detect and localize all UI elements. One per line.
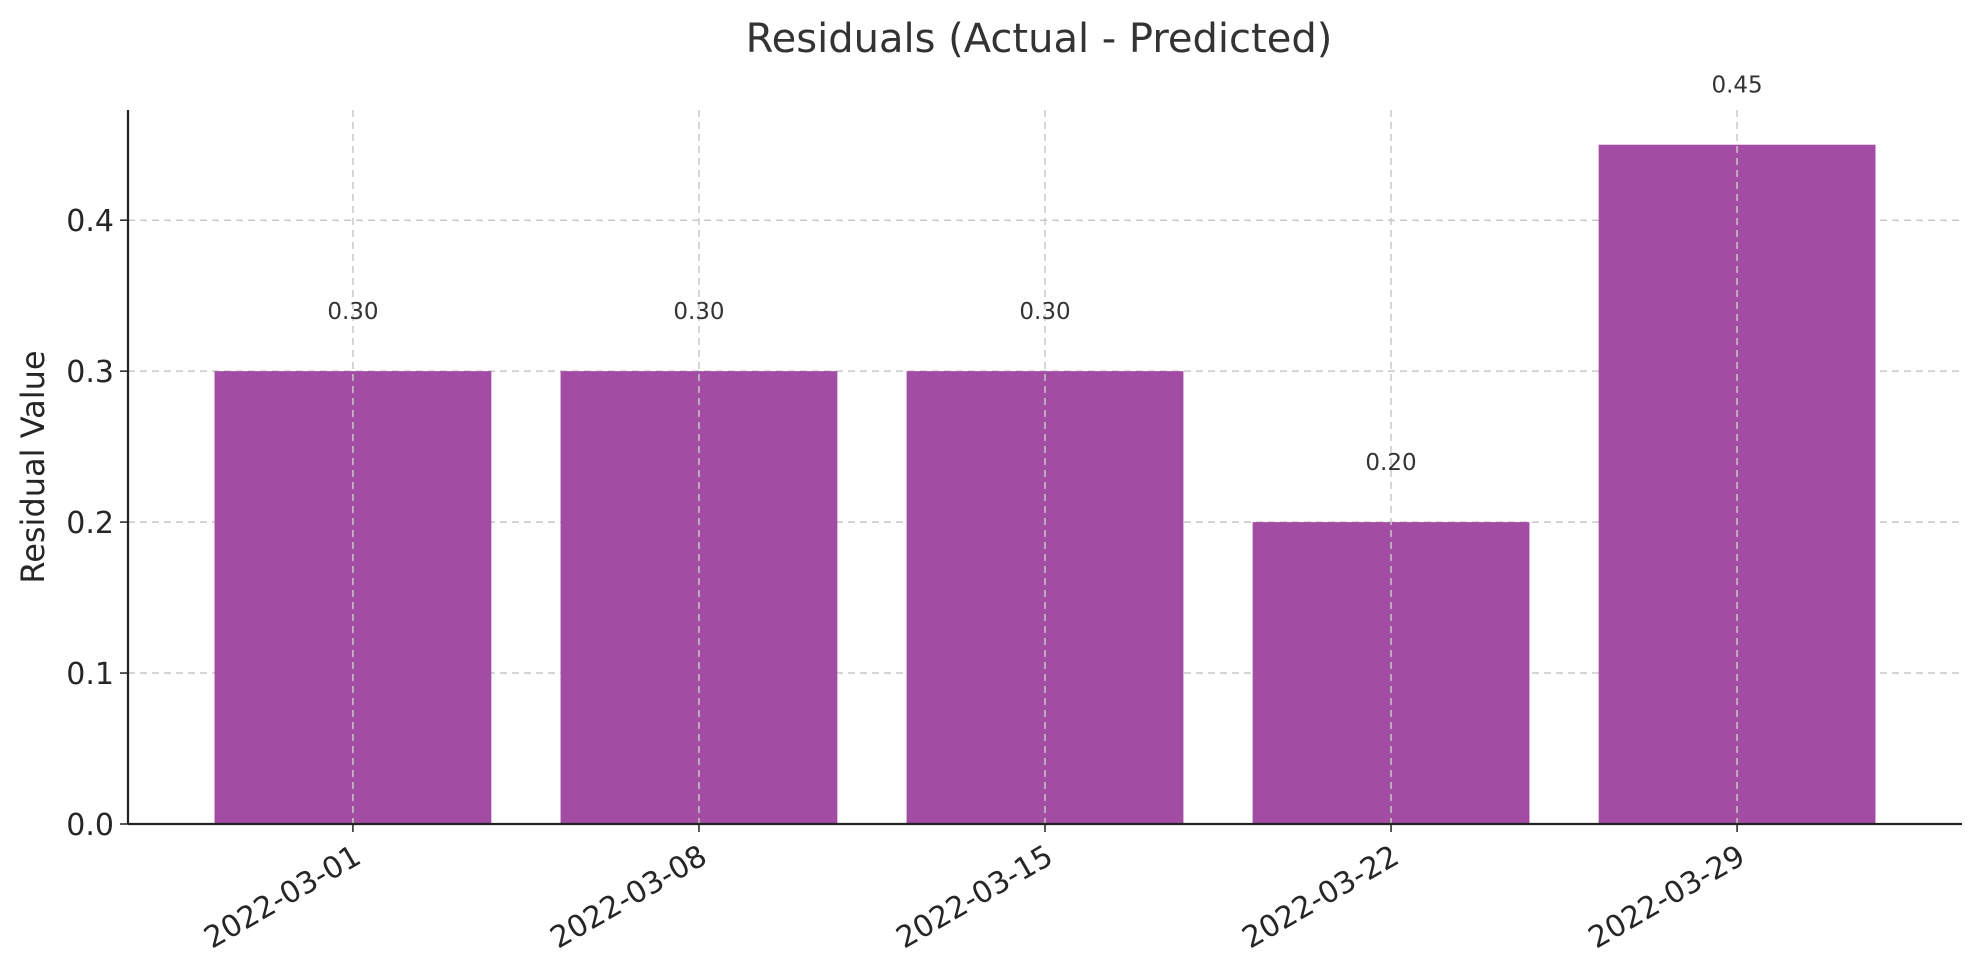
y-tick-label: 0.0 [66,808,114,843]
data-label-2022-03-22: 0.20 [1365,450,1416,476]
y-tick-label: 0.3 [66,355,114,390]
x-tick-label: 2022-03-01 [198,839,366,956]
x-tick-label: 2022-03-08 [544,839,712,956]
x-tick-label: 2022-03-22 [1237,839,1405,956]
x-tick-label: 2022-03-29 [1583,839,1751,956]
x-tick-label: 2022-03-15 [891,839,1059,956]
data-label-2022-03-08: 0.30 [673,299,724,325]
data-label-2022-03-29: 0.45 [1711,73,1762,99]
chart-title: Residuals (Actual - Predicted) [746,16,1333,62]
y-tick-label: 0.2 [66,506,114,541]
x-axis-ticks: 2022-03-01 2022-03-08 2022-03-15 2022-03-22… [198,824,1751,956]
data-label-2022-03-15: 0.30 [1019,299,1070,325]
data-labels: 0.30 0.30 0.30 0.20 0.45 [327,73,1762,476]
y-axis-ticks: 0.0 0.1 0.2 0.3 0.4 [66,204,128,843]
vertical-grid-lines [352,110,1738,824]
data-label-2022-03-01: 0.30 [327,299,378,325]
y-tick-label: 0.1 [66,657,114,692]
y-tick-label: 0.4 [66,204,114,239]
y-axis-label: Residual Value [14,350,52,583]
